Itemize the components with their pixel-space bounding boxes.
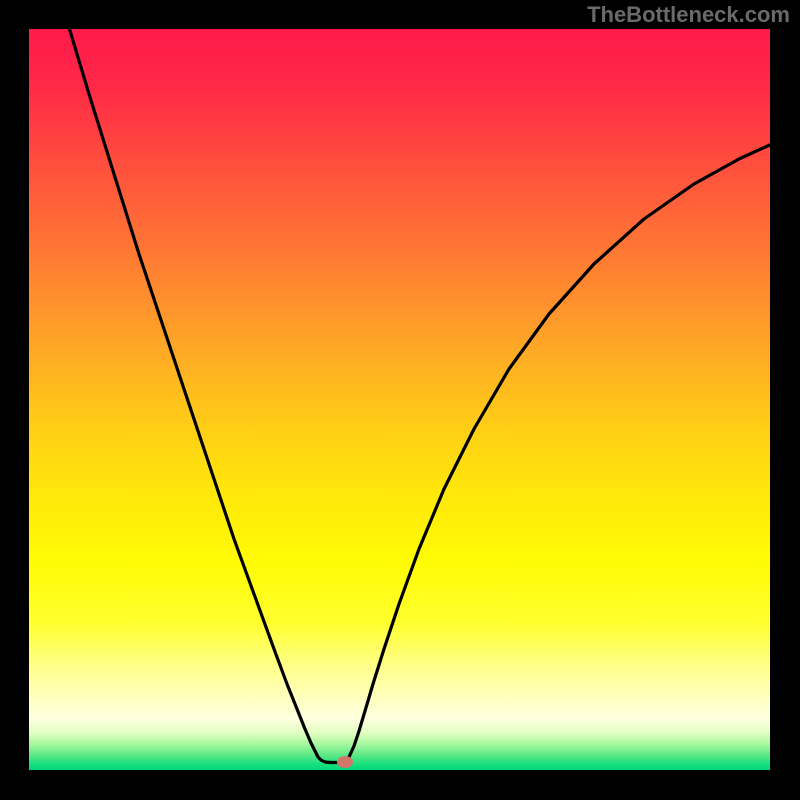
chart-container: TheBottleneck.com bbox=[0, 0, 800, 800]
curve-line bbox=[68, 29, 770, 763]
watermark-text: TheBottleneck.com bbox=[587, 2, 790, 28]
plot-area bbox=[29, 29, 770, 770]
minimum-marker bbox=[337, 756, 353, 768]
bottleneck-curve bbox=[29, 29, 770, 770]
plot-border bbox=[27, 27, 772, 772]
